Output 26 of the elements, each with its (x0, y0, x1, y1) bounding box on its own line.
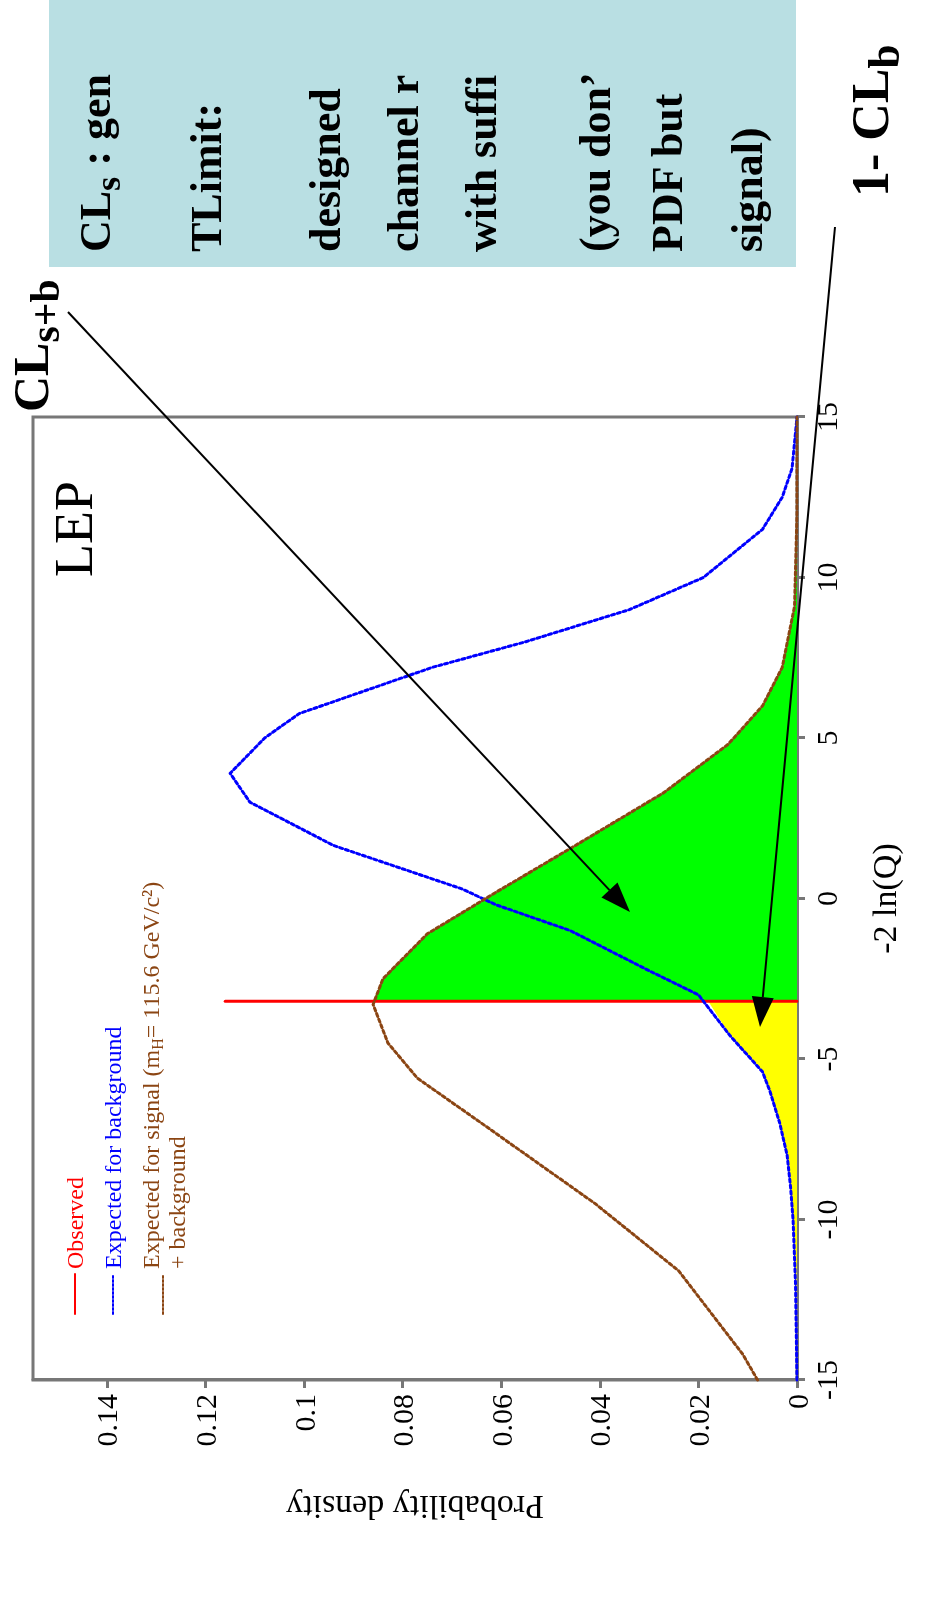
y-tick-label: 0 (809, 891, 843, 906)
y-tick-label: -5 (809, 1046, 843, 1072)
x-tick-label: 0.02 (681, 1394, 715, 1447)
text: designed (301, 88, 351, 252)
y-axis-title: -2 ln(Q) (865, 843, 904, 954)
text: with suffi (457, 74, 507, 252)
text: signal) (723, 127, 773, 252)
x-tick-label: 0.06 (484, 1394, 518, 1447)
x-tick-label: 0.04 (583, 1394, 617, 1447)
text: (you don’ (571, 72, 621, 252)
y-tick-label: 10 (809, 562, 843, 593)
x-axis-title: Probability density (286, 1488, 544, 1526)
text: Expected for background (100, 1026, 126, 1269)
x-tick-label: 0.08 (386, 1394, 420, 1447)
annotation: LEP (44, 480, 105, 577)
text: Observed (62, 1177, 88, 1269)
text: Expected for signal (mH= 115.6 GeV/c²) + background (138, 881, 190, 1269)
y-tick-label: -10 (809, 1199, 843, 1240)
y-tick-label: 15 (809, 402, 843, 432)
x-tick-label: 0.12 (189, 1394, 223, 1447)
x-tick-label: 0.1 (287, 1394, 321, 1432)
text: TLimit: (182, 102, 232, 252)
y-tick-label: 5 (809, 730, 843, 746)
text: PDF but (643, 93, 693, 252)
text: channel r (379, 74, 429, 252)
x-tick-label: 0.14 (90, 1394, 124, 1447)
